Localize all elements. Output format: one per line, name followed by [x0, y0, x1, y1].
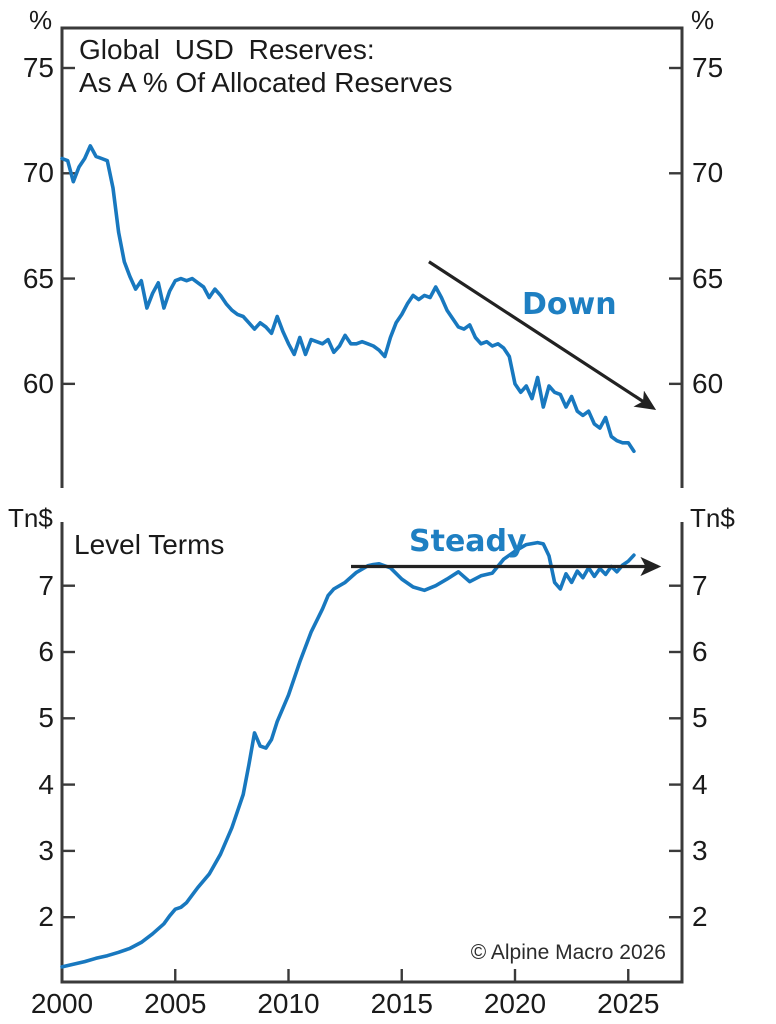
top-ytick-label-right: 75: [692, 52, 724, 83]
bottom-ytick-label-right: 4: [692, 768, 708, 800]
x-axis-label-2010: 2010: [257, 988, 320, 1019]
bottom-ytick-label-left: 5: [38, 702, 54, 734]
top-ytick-label-left: 65: [22, 262, 54, 294]
bottom-chart-title: Level Terms: [74, 529, 225, 560]
bottom-ytick-label-right: 2: [692, 901, 708, 933]
copyright-note: © Alpine Macro 2026: [470, 941, 666, 964]
down-annotation-label: Down: [522, 287, 617, 322]
top-chart-title: Global USD Reserves: As A % Of Allocated…: [79, 33, 453, 99]
top-chart-axes: [60, 26, 684, 488]
bottom-ytick-label-left: 3: [38, 834, 54, 866]
x-axis-label-2000: 2000: [30, 988, 94, 1019]
x-axis-label-2005: 2005: [144, 988, 207, 1019]
bottom-ytick-label-left: 2: [38, 901, 54, 933]
bottom-ytick-label-right: 3: [692, 834, 708, 866]
top-ytick-label-right: 70: [692, 157, 724, 189]
bottom-ytick-label-left: 6: [38, 636, 54, 667]
top-chart-title-line1: Global USD Reserves:: [79, 34, 375, 65]
bottom-chart-axes: [60, 522, 684, 984]
top-ytick-label-left: 75: [22, 52, 54, 83]
down-trend-arrow: [428, 260, 657, 410]
top-chart-title-line2: As A % Of Allocated Reserves: [79, 67, 453, 98]
bottom-ytick-label-left: 7: [38, 569, 54, 601]
bottom-left-unit-label: Tn$: [8, 503, 53, 533]
bottom-ytick-label-right: 6: [692, 636, 708, 667]
top-ytick-label-right: 65: [692, 262, 724, 294]
steady-annotation-label: Steady: [409, 524, 527, 559]
bottom-chart-data-line: [60, 540, 636, 969]
bottom-ytick-label-right: 7: [692, 569, 708, 601]
x-axis-label-2015: 2015: [370, 988, 433, 1019]
bottom-right-unit-label: Tn$: [690, 503, 735, 533]
top-chart-data-line: [60, 144, 636, 454]
bottom-ytick-label-right: 5: [692, 702, 708, 734]
top-ytick-label-right: 60: [692, 367, 724, 399]
top-left-unit-label: %: [29, 5, 53, 35]
top-ytick-label-left: 70: [22, 157, 54, 189]
top-right-unit-label: %: [691, 5, 715, 35]
x-axis-label-2025: 2025: [597, 988, 660, 1019]
top-ytick-label-left: 60: [22, 367, 54, 399]
bottom-ytick-label-left: 4: [38, 768, 54, 800]
x-axis-label-2020: 2020: [483, 988, 547, 1019]
